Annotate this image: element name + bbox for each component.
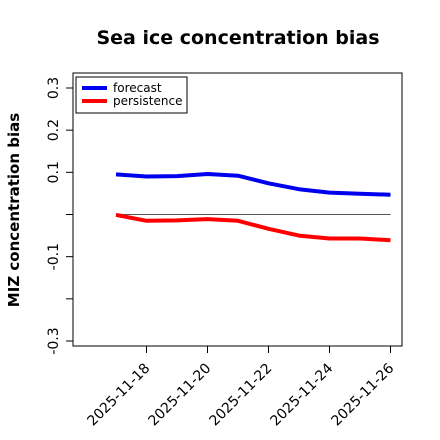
chart-title: Sea ice concentration bias (96, 27, 379, 49)
y-tick-label: 0.3 (46, 77, 62, 99)
series-line-persistence (115, 212, 391, 243)
x-tick-label: 2025-11-18 (84, 361, 153, 430)
y-tick-label: 0.2 (46, 119, 62, 141)
y-tick-label: -0.1 (46, 243, 62, 270)
plot-area: -0.3-0.10.10.20.32025-11-182025-11-20202… (46, 72, 403, 430)
plot-frame (72, 72, 403, 347)
y-tick-label: 0.1 (46, 161, 62, 183)
x-tick-label: 2025-11-24 (267, 360, 336, 429)
legend-label-persistence: persistence (113, 94, 182, 108)
legend-label-forecast: forecast (113, 81, 162, 95)
legend-box (75, 76, 188, 114)
series-line-forecast (115, 172, 391, 197)
x-tick-label: 2025-11-22 (206, 361, 275, 430)
y-tick-label: -0.3 (46, 327, 62, 354)
x-tick-label: 2025-11-20 (145, 361, 214, 430)
x-tick-label: 2025-11-26 (328, 360, 397, 429)
y-axis-label: MIZ concentration bias (5, 113, 23, 307)
